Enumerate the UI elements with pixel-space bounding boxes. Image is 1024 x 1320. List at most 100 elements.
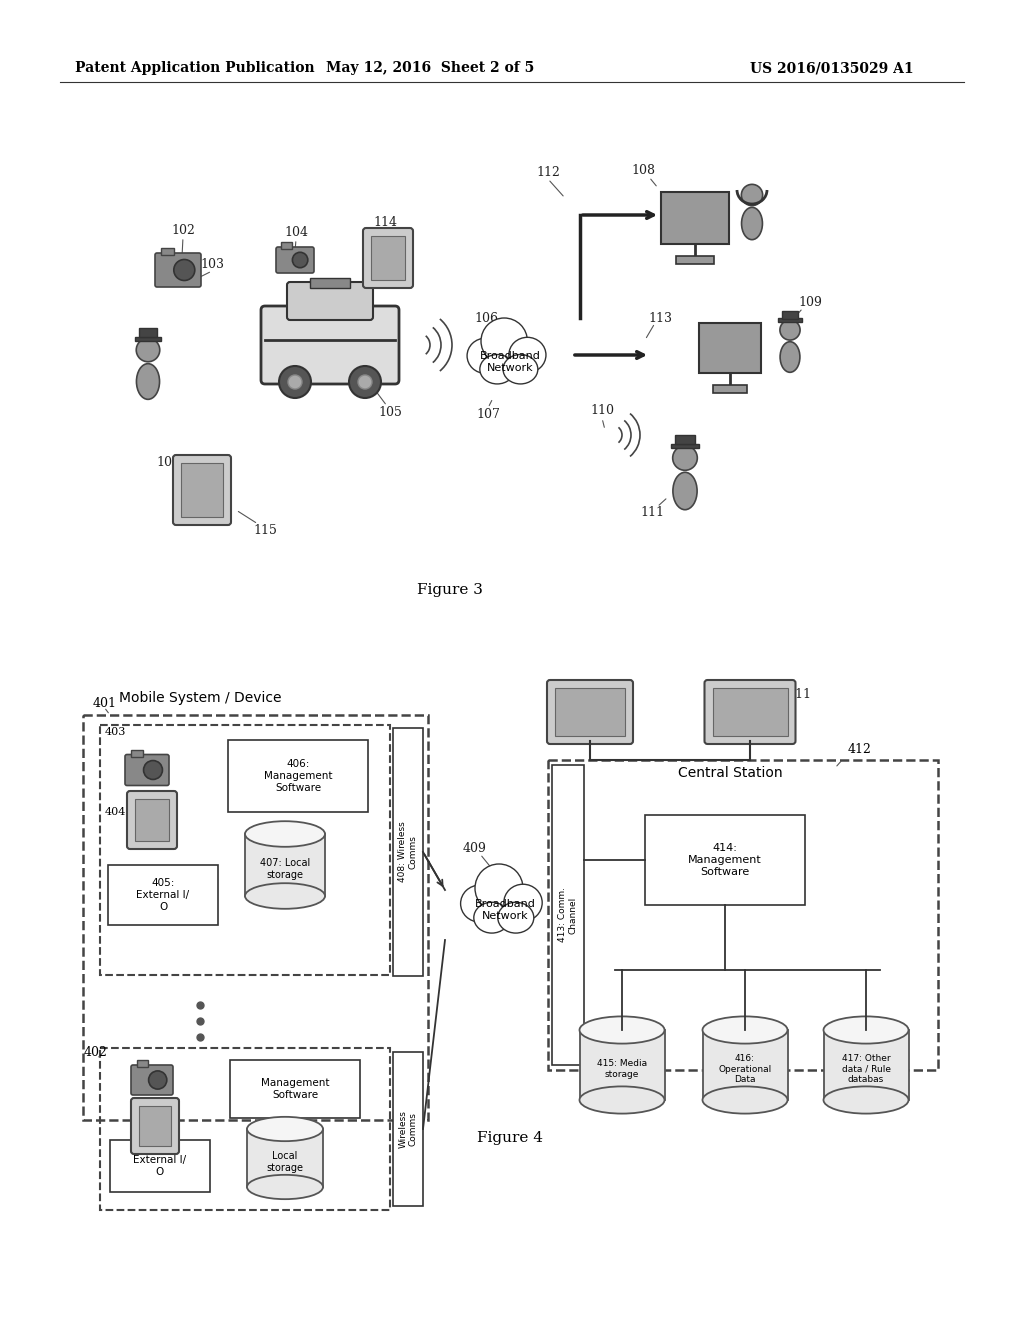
Ellipse shape — [702, 1086, 787, 1114]
Bar — [139, 327, 158, 337]
FancyBboxPatch shape — [705, 680, 796, 744]
Ellipse shape — [136, 363, 160, 400]
Bar — [135, 799, 169, 841]
Circle shape — [174, 260, 195, 281]
Circle shape — [279, 366, 311, 399]
Text: 105: 105 — [378, 405, 402, 418]
Ellipse shape — [503, 355, 538, 384]
Bar — [645, 814, 805, 906]
Text: 405:
External I/
O: 405: External I/ O — [136, 878, 189, 912]
Ellipse shape — [498, 903, 534, 933]
FancyBboxPatch shape — [276, 247, 314, 273]
Text: Figure 3: Figure 3 — [417, 583, 483, 597]
Ellipse shape — [474, 903, 510, 933]
Bar — [393, 1052, 423, 1206]
Circle shape — [136, 338, 160, 362]
Bar — [161, 248, 174, 255]
Bar — [671, 444, 699, 449]
Text: Figure 4: Figure 4 — [477, 1131, 543, 1144]
Bar — [108, 865, 218, 925]
FancyBboxPatch shape — [261, 306, 399, 384]
Text: 111: 111 — [640, 506, 664, 519]
Bar — [181, 463, 223, 517]
Text: 411: 411 — [788, 689, 812, 701]
Bar — [83, 715, 428, 1119]
FancyBboxPatch shape — [173, 455, 231, 525]
Text: 412: 412 — [848, 743, 871, 756]
Circle shape — [143, 760, 163, 779]
Text: Central Station: Central Station — [678, 766, 782, 780]
Bar — [137, 1060, 148, 1067]
Text: 109: 109 — [798, 296, 822, 309]
Bar — [310, 279, 350, 288]
Circle shape — [358, 375, 372, 389]
Text: Broadband
Network: Broadband Network — [479, 351, 541, 372]
FancyBboxPatch shape — [131, 1065, 173, 1096]
Bar — [782, 312, 798, 319]
Bar — [713, 688, 787, 737]
Bar — [134, 337, 162, 341]
Text: 404: 404 — [105, 807, 126, 817]
Ellipse shape — [245, 821, 325, 847]
Text: Management
Software: Management Software — [261, 1078, 330, 1100]
Text: 110: 110 — [590, 404, 614, 417]
Ellipse shape — [247, 1175, 323, 1199]
Ellipse shape — [481, 318, 527, 364]
Text: 416:
Operational
Data: 416: Operational Data — [719, 1055, 772, 1084]
FancyBboxPatch shape — [125, 755, 169, 785]
Text: Local
storage: Local storage — [266, 1151, 303, 1172]
Text: External I/
O: External I/ O — [133, 1155, 186, 1177]
Circle shape — [288, 375, 302, 389]
Bar — [230, 1060, 360, 1118]
Bar — [228, 741, 368, 812]
Circle shape — [780, 319, 800, 341]
Text: 106: 106 — [474, 312, 498, 325]
Ellipse shape — [580, 1086, 665, 1114]
Text: 403: 403 — [105, 727, 126, 737]
Bar — [110, 1140, 210, 1192]
Text: 407: Local
storage: 407: Local storage — [260, 858, 310, 880]
Bar — [139, 1106, 171, 1146]
Bar — [675, 434, 694, 445]
Bar — [245, 834, 325, 896]
Ellipse shape — [823, 1086, 908, 1114]
Text: 108: 108 — [631, 164, 655, 177]
Text: 415: Media
storage: 415: Media storage — [597, 1059, 647, 1078]
Text: 114: 114 — [373, 215, 397, 228]
Circle shape — [148, 1071, 167, 1089]
Bar — [282, 242, 292, 249]
Text: 103: 103 — [200, 257, 224, 271]
Ellipse shape — [245, 883, 325, 908]
Bar — [580, 1030, 665, 1100]
Bar — [555, 688, 625, 737]
Bar — [778, 318, 802, 322]
Circle shape — [293, 252, 308, 268]
Ellipse shape — [504, 884, 542, 921]
FancyBboxPatch shape — [547, 680, 633, 744]
Circle shape — [349, 366, 381, 399]
Text: 402: 402 — [84, 1045, 108, 1059]
Circle shape — [673, 446, 697, 470]
FancyBboxPatch shape — [127, 791, 177, 849]
Circle shape — [741, 185, 763, 206]
Text: Broadband
Network: Broadband Network — [474, 899, 536, 921]
Bar — [676, 256, 714, 264]
Bar — [100, 1048, 390, 1210]
Ellipse shape — [461, 886, 499, 923]
Bar — [713, 385, 748, 393]
Bar — [371, 236, 406, 280]
Ellipse shape — [509, 338, 546, 372]
Text: 101: 101 — [156, 455, 180, 469]
FancyBboxPatch shape — [287, 282, 373, 319]
Bar — [548, 760, 938, 1071]
FancyBboxPatch shape — [131, 1098, 179, 1154]
Bar — [393, 729, 423, 975]
Text: 107: 107 — [476, 408, 500, 421]
Bar — [131, 750, 143, 756]
Text: 414:
Management
Software: 414: Management Software — [688, 843, 762, 876]
Ellipse shape — [580, 1016, 665, 1044]
Ellipse shape — [480, 355, 515, 384]
Bar — [247, 1129, 323, 1187]
Text: 113: 113 — [648, 312, 672, 325]
Text: Patent Application Publication: Patent Application Publication — [75, 61, 314, 75]
